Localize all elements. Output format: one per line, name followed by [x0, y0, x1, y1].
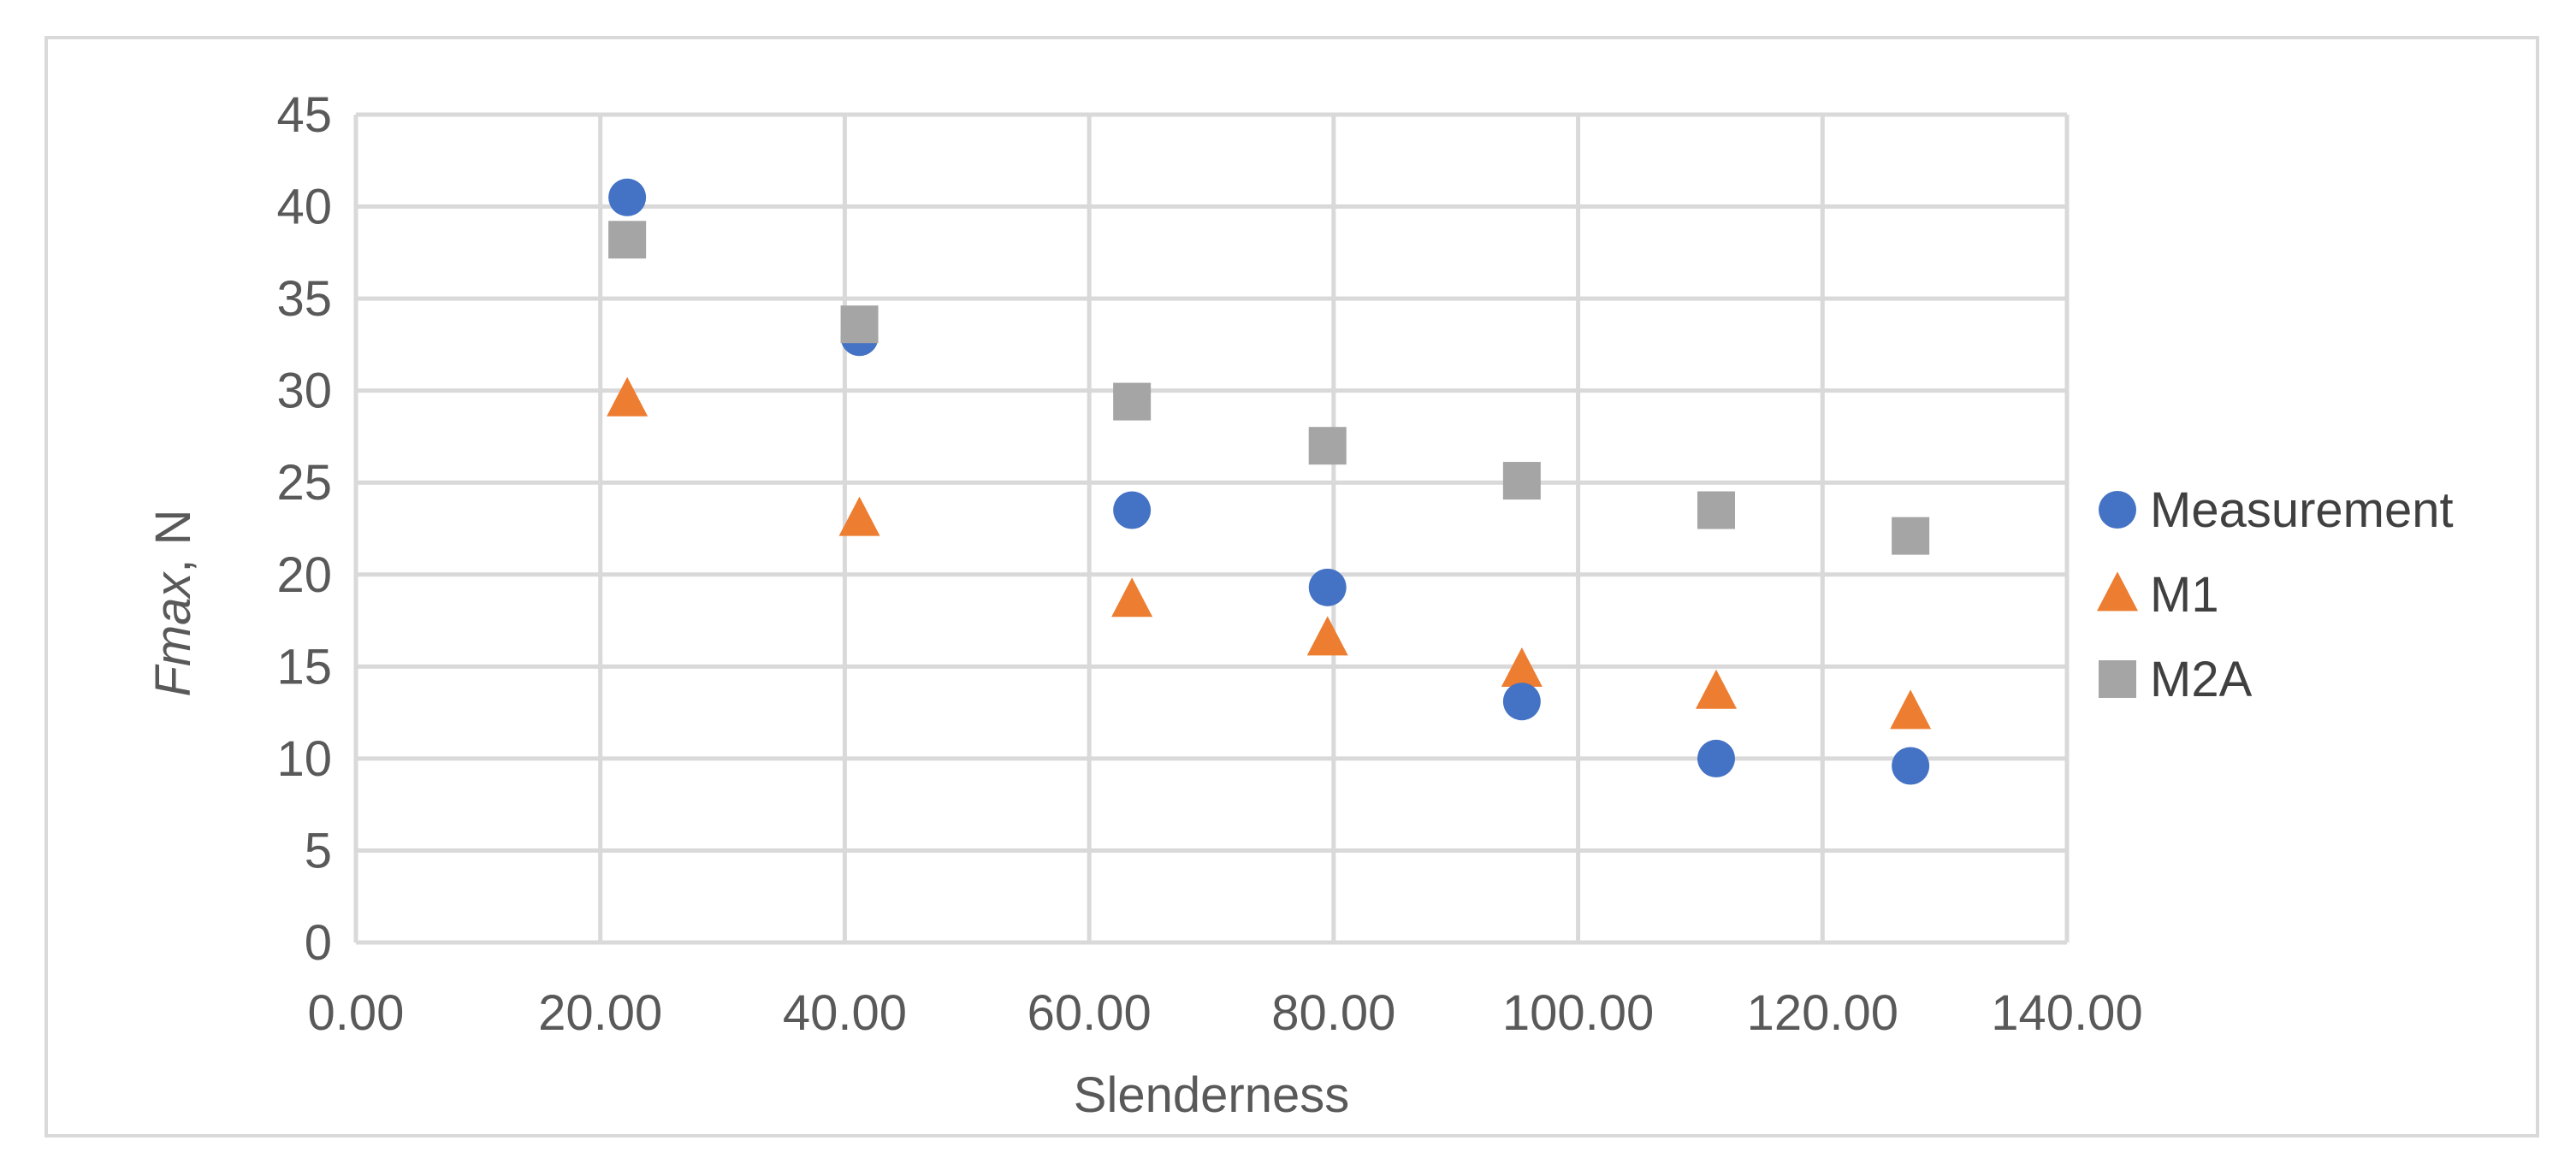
- data-point-m2a: [1502, 462, 1541, 500]
- data-point-m1: [1111, 577, 1153, 618]
- data-point-m1: [1696, 669, 1737, 709]
- legend-marker-measurement: [2099, 491, 2136, 529]
- data-point-m1: [1306, 616, 1348, 656]
- y-tick-label: 10: [276, 731, 332, 787]
- data-point-measurement: [1892, 747, 1930, 785]
- legend-label: M1: [2150, 567, 2219, 623]
- data-point-m2a: [1113, 382, 1152, 421]
- data-point-measurement: [1308, 568, 1347, 606]
- legend: Measurement M1 M2A: [2097, 482, 2454, 707]
- y-tick-label: 45: [276, 87, 332, 143]
- legend-label: Measurement: [2150, 482, 2454, 538]
- data-point-m2a: [1697, 491, 1735, 529]
- series-m1: [607, 376, 1932, 730]
- data-point-measurement: [1113, 491, 1152, 529]
- legend-item: Measurement: [2099, 482, 2454, 538]
- data-point-m1: [1501, 647, 1543, 687]
- y-tick-label: 15: [276, 639, 332, 694]
- y-tick-label: 40: [276, 180, 332, 235]
- y-axis-title: Fmax, N: [145, 509, 201, 696]
- x-tick-label: 120.00: [1747, 985, 1898, 1041]
- x-axis-ticks: 0.00 20.00 40.00 60.00 80.00 100.00 120.00 140.…: [308, 985, 2143, 1041]
- x-tick-label: 60.00: [1027, 985, 1152, 1041]
- data-point-m2a: [1308, 427, 1347, 465]
- series-measurement: [608, 178, 1930, 785]
- data-points: [607, 178, 1932, 785]
- x-tick-label: 140.00: [1991, 985, 2142, 1041]
- x-tick-label: 40.00: [783, 985, 907, 1041]
- data-point-m1: [838, 496, 880, 536]
- data-point-measurement: [608, 178, 647, 216]
- data-point-m2a: [840, 305, 879, 344]
- data-point-m1: [607, 376, 648, 417]
- legend-marker-m1: [2097, 571, 2138, 612]
- data-point-m2a: [608, 221, 647, 259]
- y-axis-ticks: 0 5 10 15 20 25 30 35 40 45: [276, 87, 332, 971]
- x-tick-label: 100.00: [1502, 985, 1654, 1041]
- data-point-m1: [1890, 689, 1932, 730]
- legend-marker-m2a: [2099, 660, 2136, 698]
- y-axis-title-italic: Fmax: [145, 571, 201, 697]
- data-point-measurement: [1502, 683, 1541, 721]
- x-tick-label: 0.00: [308, 985, 405, 1041]
- x-tick-label: 80.00: [1271, 985, 1395, 1041]
- x-axis-title: Slenderness: [1074, 1067, 1349, 1123]
- y-tick-label: 25: [276, 455, 332, 511]
- data-point-measurement: [1697, 739, 1735, 777]
- y-tick-label: 0: [305, 915, 332, 971]
- legend-item: M1: [2097, 567, 2219, 623]
- y-tick-label: 35: [276, 271, 332, 327]
- y-tick-label: 5: [305, 823, 332, 878]
- y-tick-label: 30: [276, 363, 332, 419]
- series-m2a: [608, 221, 1930, 555]
- data-point-m2a: [1892, 517, 1930, 555]
- legend-item: M2A: [2099, 652, 2253, 707]
- legend-label: M2A: [2150, 652, 2253, 707]
- x-tick-label: 20.00: [538, 985, 662, 1041]
- y-tick-label: 20: [276, 547, 332, 603]
- y-axis-title-unit: , N: [145, 509, 201, 572]
